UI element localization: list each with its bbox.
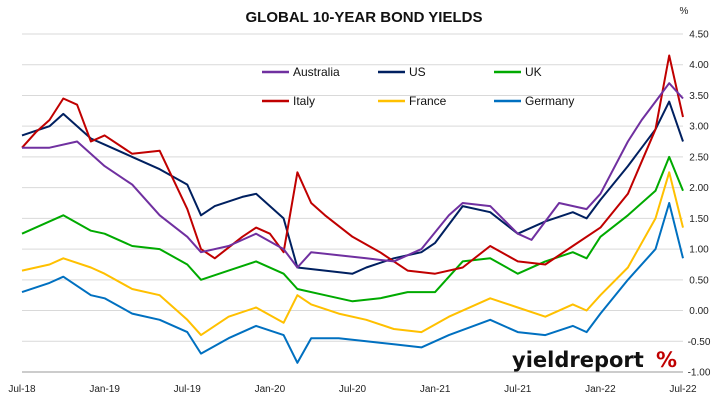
y-tick-label: 2.00 [689,183,709,194]
logo-wordmark: yieldreport [512,348,644,372]
y-tick-label: 0.50 [689,275,709,286]
y-tick-label: 1.50 [689,214,709,225]
x-tick-label: Jan-21 [420,384,451,395]
y-tick-label: 1.00 [689,245,709,256]
x-tick-label: Jul-21 [504,384,532,395]
legend-label: Italy [293,94,315,108]
y-axis-ticks: 4.50 4.00 3.50 3.00 2.50 2.00 1.50 1.00 0.50 0.00… [688,30,711,379]
x-tick-label: Jan-22 [585,384,616,395]
x-tick-label: Jan-20 [255,384,286,395]
series-line-italy [21,54,684,275]
series-lines [21,54,684,364]
logo-percent-glyph: % [656,348,677,372]
legend-label: UK [525,65,542,79]
y-tick-label: 4.00 [689,60,709,71]
y-axis-unit-label: % [680,6,689,17]
legend: Australia US UK Italy France Germany [262,65,574,108]
x-tick-label: Jan-19 [89,384,120,395]
legend-label: Germany [525,94,574,108]
y-tick-label: 2.50 [689,152,709,163]
y-tick-label: -1.00 [688,368,711,379]
gridlines [22,33,683,373]
legend-label: France [409,94,447,108]
y-tick-label: -0.50 [688,337,711,348]
x-tick-label: Jul-19 [174,384,202,395]
y-tick-label: 4.50 [689,30,709,41]
series-line-france [21,171,684,337]
series-line-uk [21,155,684,303]
legend-label: US [409,65,426,79]
series-line-australia [22,82,684,269]
series-line-us [21,100,684,275]
yieldreport-logo: yieldreport % [512,348,677,372]
x-axis-ticks: Jul-18 Jan-19 Jul-19 Jan-20 Jul-20 Jan-21 Jul-… [8,384,697,395]
x-tick-label: Jul-22 [669,384,697,395]
series-line-germany [21,202,684,364]
x-tick-label: Jul-18 [8,384,36,395]
chart-title: GLOBAL 10-YEAR BOND YIELDS [246,9,483,26]
x-tick-label: Jul-20 [339,384,367,395]
y-tick-label: 3.00 [689,122,709,133]
y-tick-label: 3.50 [689,91,709,102]
y-tick-label: 0.00 [689,306,709,317]
legend-label: Australia [293,65,340,79]
